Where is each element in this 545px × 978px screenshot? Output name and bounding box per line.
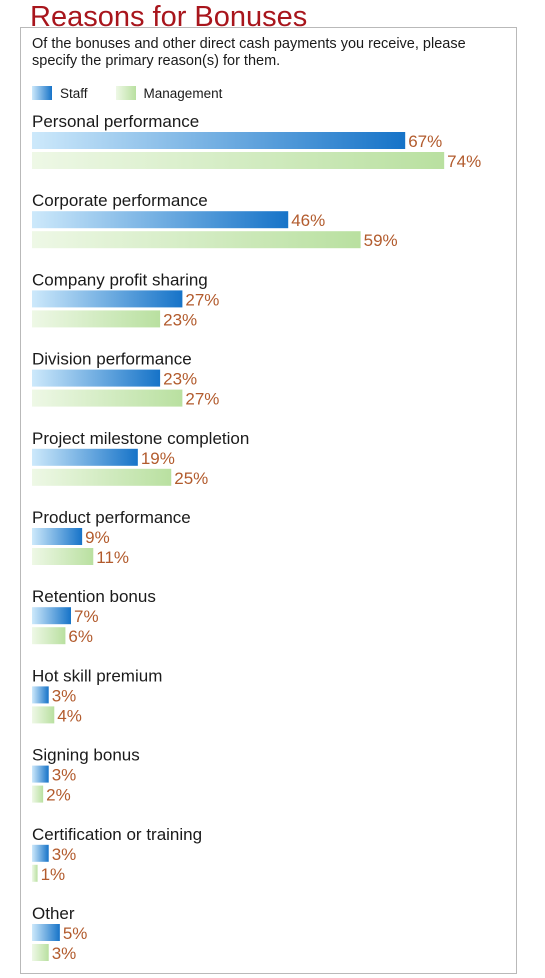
bar-management-personal-performance: [32, 152, 445, 169]
value-label-management-division-performance: 27%: [185, 390, 219, 409]
value-label-staff-corporate-performance: 46%: [291, 211, 325, 230]
bar-staff-hot-skill-premium: [32, 686, 49, 704]
bar-staff-corporate-performance: [32, 211, 289, 229]
value-label-management-corporate-performance: 59%: [364, 231, 398, 250]
bar-staff-division-performance: [32, 369, 161, 387]
bar-staff-project-milestone-completion: [32, 448, 138, 466]
bars-group: Personal performance 67% 74% Corporate perf…: [32, 112, 481, 963]
value-label-management-personal-performance: 74%: [447, 152, 481, 171]
value-label-management-retention-bonus: 6%: [68, 627, 93, 646]
category-label-other: Other: [32, 904, 75, 923]
value-label-management-project-milestone-completion: 25%: [174, 469, 208, 488]
value-label-staff-project-milestone-completion: 19%: [141, 449, 175, 468]
category-label-certification-or-training: Certification or training: [32, 825, 202, 844]
bar-staff-signing-bonus: [32, 765, 49, 783]
bar-staff-other: [32, 924, 60, 941]
legend-label-staff: Staff: [60, 85, 88, 101]
value-label-staff-certification-or-training: 3%: [52, 845, 77, 864]
value-label-staff-retention-bonus: 7%: [74, 607, 99, 626]
category-label-project-milestone-completion: Project milestone completion: [32, 429, 249, 448]
value-label-staff-division-performance: 23%: [163, 370, 197, 389]
legend: Staff Management: [32, 84, 222, 102]
bar-management-company-profit-sharing: [32, 310, 161, 328]
value-label-staff-other: 5%: [63, 924, 88, 943]
bar-staff-retention-bonus: [32, 607, 71, 625]
value-label-management-signing-bonus: 2%: [46, 786, 71, 805]
value-label-staff-company-profit-sharing: 27%: [185, 290, 219, 309]
value-label-management-company-profit-sharing: 23%: [163, 310, 197, 329]
legend-swatch-staff: [32, 86, 52, 100]
bar-management-other: [32, 944, 49, 961]
value-label-staff-signing-bonus: 3%: [52, 766, 77, 785]
bar-management-retention-bonus: [32, 627, 66, 645]
value-label-management-certification-or-training: 1%: [41, 865, 66, 884]
category-label-retention-bonus: Retention bonus: [32, 587, 156, 606]
bar-staff-company-profit-sharing: [32, 290, 183, 308]
value-label-management-product-performance: 11%: [96, 548, 129, 567]
bar-management-hot-skill-premium: [32, 706, 55, 724]
category-label-company-profit-sharing: Company profit sharing: [32, 270, 208, 289]
value-label-management-hot-skill-premium: 4%: [57, 706, 82, 725]
category-label-corporate-performance: Corporate performance: [32, 191, 208, 210]
bar-staff-product-performance: [32, 528, 83, 545]
category-label-hot-skill-premium: Hot skill premium: [32, 666, 162, 685]
value-label-management-other: 3%: [52, 944, 77, 963]
chart-subtitle: Of the bonuses and other direct cash pay…: [32, 36, 466, 69]
category-label-signing-bonus: Signing bonus: [32, 746, 140, 765]
bar-management-project-milestone-completion: [32, 468, 172, 486]
category-label-personal-performance: Personal performance: [32, 112, 199, 131]
category-label-division-performance: Division performance: [32, 350, 192, 369]
chart-frame: [20, 27, 517, 974]
value-label-staff-personal-performance: 67%: [408, 132, 442, 151]
bar-management-division-performance: [32, 389, 183, 407]
category-label-product-performance: Product performance: [32, 508, 191, 527]
legend-swatch-management: [115, 86, 136, 100]
value-label-staff-product-performance: 9%: [85, 528, 110, 547]
bar-staff-personal-performance: [32, 132, 406, 149]
bar-management-product-performance: [32, 548, 94, 565]
bar-management-corporate-performance: [32, 231, 361, 249]
legend-label-management: Management: [143, 85, 223, 101]
bar-staff-certification-or-training: [32, 844, 49, 862]
bar-management-signing-bonus: [32, 785, 44, 803]
value-label-staff-hot-skill-premium: 3%: [52, 686, 77, 705]
bar-management-certification-or-training: [32, 864, 38, 882]
